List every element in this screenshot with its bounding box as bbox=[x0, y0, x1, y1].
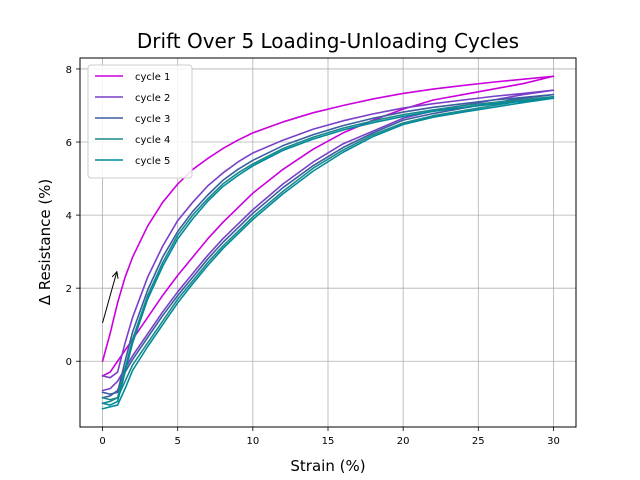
arrow-shaft bbox=[102, 271, 118, 324]
y-tick-label: 0 bbox=[66, 357, 72, 368]
y-axis-title: Δ Resistance (%) bbox=[36, 179, 54, 306]
legend-label-cycle-3: cycle 3 bbox=[135, 114, 170, 125]
arrow-head bbox=[111, 270, 119, 279]
y-tick-label: 2 bbox=[66, 284, 72, 295]
x-axis-title: Strain (%) bbox=[290, 457, 365, 475]
annotation bbox=[102, 270, 119, 324]
y-tick-label: 6 bbox=[66, 138, 72, 149]
legend: cycle 1 cycle 2 cycle 3 cycle 4 cycle 5 bbox=[87, 64, 193, 179]
legend-label-cycle-5: cycle 5 bbox=[135, 156, 170, 167]
x-tick-label: 0 bbox=[99, 436, 105, 447]
series-line-cycle-4 bbox=[101, 95, 555, 405]
x-tick-label: 10 bbox=[246, 436, 259, 447]
series-line-cycle-5 bbox=[101, 97, 555, 410]
series-line-cycle-2 bbox=[101, 89, 555, 392]
series-line-cycle-3 bbox=[101, 93, 555, 399]
series-line-cycle-1 bbox=[101, 75, 555, 377]
legend-label-cycle-4: cycle 4 bbox=[135, 135, 170, 146]
x-tick-label: 5 bbox=[175, 436, 181, 447]
legend-label-cycle-2: cycle 2 bbox=[135, 93, 170, 104]
legend-box bbox=[87, 64, 193, 179]
x-tick-label: 15 bbox=[322, 436, 335, 447]
x-tick-label: 30 bbox=[547, 436, 560, 447]
y-tick-label: 8 bbox=[66, 65, 72, 76]
axis-ticks: 0 5 10 15 20 25 30 0 2 4 6 8 bbox=[66, 65, 560, 447]
legend-label-cycle-1: cycle 1 bbox=[135, 72, 170, 83]
series-lines bbox=[101, 75, 555, 410]
chart-title: Drift Over 5 Loading-Unloading Cycles bbox=[137, 29, 519, 53]
x-tick-label: 25 bbox=[472, 436, 485, 447]
y-tick-label: 4 bbox=[66, 211, 72, 222]
x-tick-label: 20 bbox=[397, 436, 410, 447]
